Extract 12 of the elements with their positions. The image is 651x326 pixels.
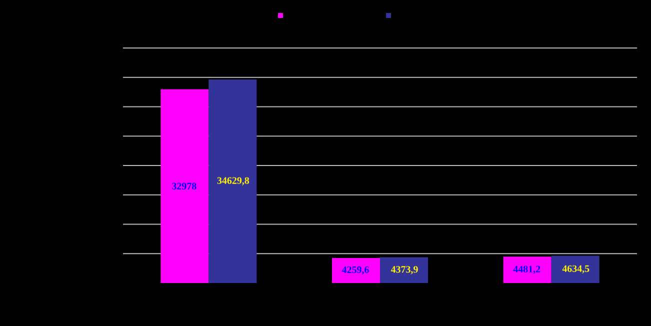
data-label: 32978 xyxy=(172,182,196,190)
data-label: 4373,9 xyxy=(390,266,418,274)
bar xyxy=(208,80,257,283)
data-label: 34629,8 xyxy=(217,177,250,186)
bar xyxy=(503,256,552,283)
bar xyxy=(551,256,600,283)
bar xyxy=(380,257,428,283)
bar xyxy=(332,258,380,283)
bar xyxy=(160,89,209,283)
data-label: 4634,5 xyxy=(562,265,590,274)
data-label: 4259,6 xyxy=(342,266,369,275)
data-label: 4481,2 xyxy=(513,266,540,274)
